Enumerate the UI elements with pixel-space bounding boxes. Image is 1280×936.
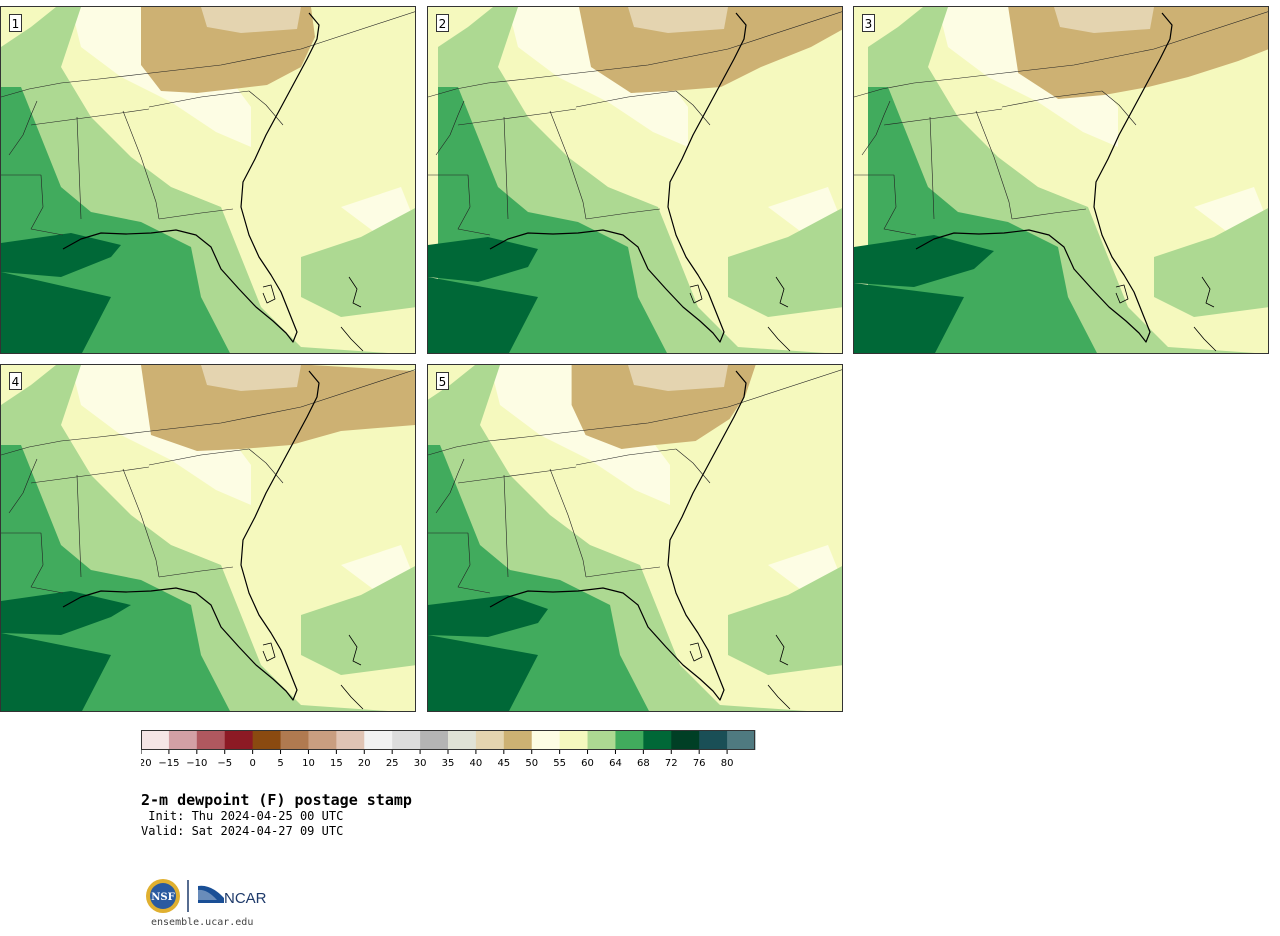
init-time: Init: Thu 2024-04-25 00 UTC — [141, 809, 344, 823]
colorbar-tick-label: 50 — [525, 758, 538, 769]
colorbar-tick-label: −20 — [141, 758, 152, 769]
valid-time: Valid: Sat 2024-04-27 09 UTC — [141, 824, 344, 838]
nsf-logo: NSF — [146, 879, 180, 913]
colorbar-tick-label: −5 — [217, 758, 232, 769]
ncar-logo: NCAR — [198, 885, 267, 907]
dewpoint-contour — [628, 7, 728, 33]
dewpoint-contour — [1, 591, 131, 711]
dewpoint-contour — [728, 566, 842, 675]
dewpoint-contour — [201, 365, 301, 391]
dewpoint-contour — [490, 365, 670, 505]
colorbar-swatch — [392, 730, 421, 750]
dewpoint-contour — [628, 365, 728, 391]
colorbar-swatch — [615, 730, 644, 750]
colorbar-swatch — [643, 730, 672, 750]
colorbar-swatch — [587, 730, 616, 750]
member-label: 3 — [862, 14, 875, 32]
dewpoint-contour — [428, 445, 649, 711]
colorbar-swatch — [336, 730, 365, 750]
colorbar-tick-label: 64 — [609, 758, 622, 769]
member-panel-2: 2 — [427, 6, 843, 354]
dewpoint-contour — [141, 365, 415, 451]
dewpoint-contour — [1054, 7, 1154, 33]
dewpoint-contour — [508, 7, 688, 147]
dewpoint-contour — [1154, 208, 1268, 317]
colorbar-swatch — [475, 730, 505, 750]
dewpoint-contour — [1, 233, 121, 353]
colorbar-swatch — [727, 730, 756, 750]
dewpoint-contour — [201, 7, 301, 33]
dewpoint-contour — [728, 208, 842, 317]
dewpoint-map — [1, 7, 415, 353]
colorbar-tick-label: 0 — [249, 758, 255, 769]
colorbar-tick-label: 25 — [386, 758, 399, 769]
colorbar-swatch — [503, 730, 533, 750]
colorbar-tick-label: −10 — [186, 758, 207, 769]
dewpoint-contour — [301, 208, 415, 317]
ncar-logo-text: NCAR — [224, 890, 267, 907]
colorbar-tick-label: 72 — [665, 758, 678, 769]
colorbar-tick-label: 68 — [637, 758, 650, 769]
colorbar-swatch — [559, 730, 588, 750]
colorbar-swatch — [141, 730, 170, 750]
colorbar-swatch — [531, 730, 561, 750]
colorbar-swatch — [420, 730, 449, 750]
member-panel-5: 5 — [427, 364, 843, 712]
dewpoint-map — [854, 7, 1268, 353]
member-label: 4 — [9, 372, 22, 390]
dewpoint-map — [428, 7, 842, 353]
colorbar-tick-label: 10 — [302, 758, 315, 769]
colorbar-swatch — [364, 730, 393, 750]
colorbar-tick-label: 55 — [553, 758, 566, 769]
colorbar-swatch — [699, 730, 728, 750]
colorbar-tick-label: 80 — [721, 758, 734, 769]
colorbar-swatch — [224, 730, 254, 750]
dewpoint-contour — [438, 87, 667, 353]
dewpoint-contour — [868, 87, 1097, 353]
colorbar-swatch — [196, 730, 226, 750]
colorbar-tick-label: 30 — [414, 758, 427, 769]
colorbar-swatch — [168, 730, 198, 750]
colorbar-tick-label: 60 — [581, 758, 594, 769]
member-label: 2 — [436, 14, 449, 32]
chart-title: 2-m dewpoint (F) postage stamp — [141, 791, 412, 809]
member-panel-4: 4 — [0, 364, 416, 712]
colorbar-tick-label: 5 — [277, 758, 283, 769]
colorbar-tick-label: 40 — [470, 758, 483, 769]
colorbar-tick-label: 15 — [330, 758, 343, 769]
dewpoint-contour — [428, 595, 548, 711]
website-url: ensemble.ucar.edu — [151, 917, 254, 928]
dewpoint-map — [1, 365, 415, 711]
dewpoint-map — [428, 365, 842, 711]
colorbar-tick-label: 76 — [693, 758, 706, 769]
colorbar-tick-label: −15 — [158, 758, 179, 769]
dewpoint-contour — [1008, 7, 1268, 99]
colorbar-tick-label: 45 — [497, 758, 510, 769]
colorbar-tick-label: 35 — [442, 758, 455, 769]
dewpoint-colorbar: −20 −15 −10 −5 0 5 10 15 20 25 30 35 40 45 50 55 60 64 68 7… — [141, 730, 756, 769]
member-panel-3: 3 — [853, 6, 1269, 354]
colorbar-swatch — [448, 730, 477, 750]
colorbar-swatch — [308, 730, 337, 750]
nsf-logo-text: NSF — [151, 892, 174, 903]
dewpoint-contour — [428, 237, 538, 353]
dewpoint-contour — [301, 566, 415, 675]
dewpoint-contour — [854, 235, 994, 353]
member-label: 1 — [9, 14, 22, 32]
colorbar-swatch — [280, 730, 309, 750]
member-label: 5 — [436, 372, 449, 390]
logos: NSF NCAR — [146, 879, 267, 913]
colorbar-swatch — [252, 730, 281, 750]
colorbar-tick-label: 20 — [358, 758, 371, 769]
member-panel-1: 1 — [0, 6, 416, 354]
colorbar-swatch — [671, 730, 700, 750]
